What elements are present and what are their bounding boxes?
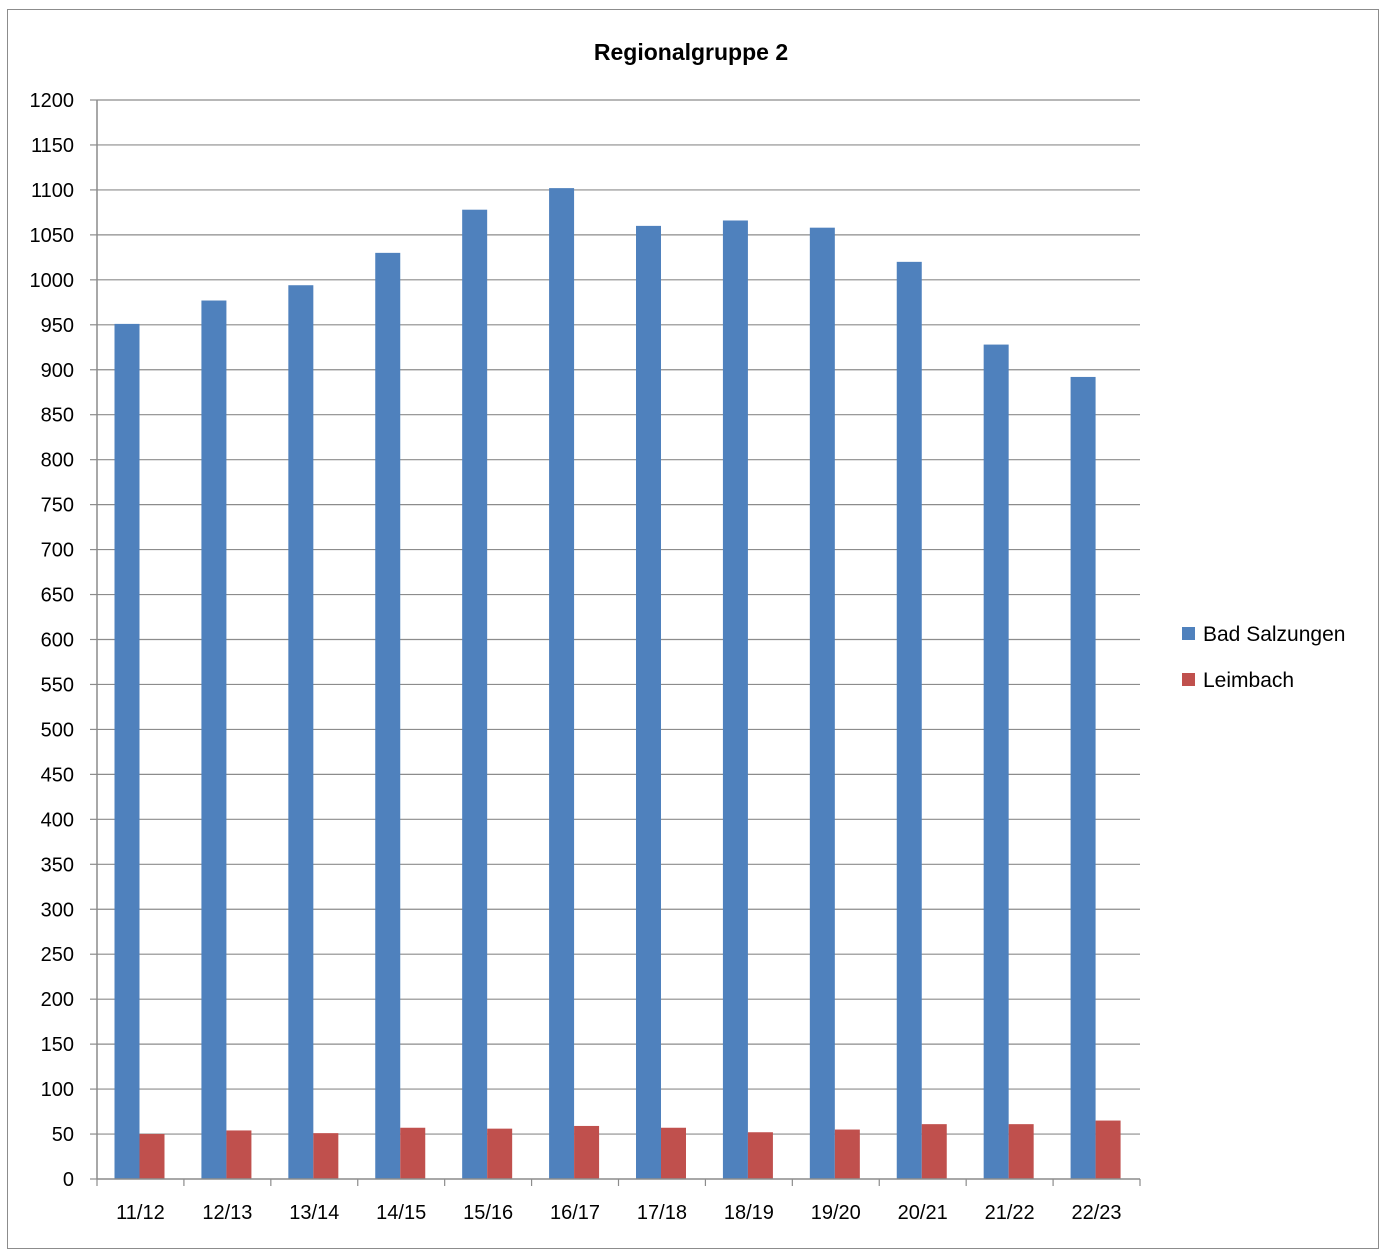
- y-tick-label: 750: [41, 495, 74, 517]
- chart-title: Regionalgruppe 2: [594, 39, 788, 65]
- bar-leimbach: [1008, 1124, 1034, 1179]
- y-tick-label: 1100: [31, 180, 74, 202]
- bar-leimbach: [1095, 1120, 1121, 1179]
- bar-leimbach: [139, 1134, 165, 1179]
- y-tick-label: 650: [41, 585, 74, 607]
- bar-bad-salzungen: [896, 261, 922, 1180]
- x-tick-label: 22/23: [1072, 1202, 1122, 1224]
- bar-bad-salzungen: [809, 227, 835, 1180]
- x-axis-tick-labels: 11/12 12/13 13/14 14/15 15/16 16/17 17/18 18/19…: [116, 1202, 1121, 1224]
- x-tick-label: 11/12: [116, 1202, 165, 1224]
- bar-bad-salzungen: [983, 344, 1009, 1179]
- bar-leimbach: [313, 1133, 339, 1179]
- y-tick-label: 900: [41, 360, 74, 382]
- y-tick-label: 850: [41, 405, 74, 427]
- x-tick-label: 13/14: [289, 1202, 339, 1224]
- y-tick-label: 1200: [30, 90, 75, 112]
- legend: Bad Salzungen Leimbach: [1182, 623, 1345, 692]
- y-tick-label: 200: [41, 989, 74, 1011]
- bar-bad-salzungen: [636, 225, 661, 1180]
- bar-leimbach: [921, 1124, 947, 1179]
- chart-frame: [7, 9, 1379, 1249]
- x-tick-label: 14/15: [376, 1202, 426, 1224]
- x-tick-label: 21/22: [985, 1202, 1035, 1224]
- y-tick-label: 300: [41, 899, 74, 921]
- x-tick-label: 12/13: [202, 1202, 252, 1224]
- y-tick-label: 550: [41, 674, 74, 696]
- y-tick-label: 450: [41, 764, 74, 786]
- bar-bad-salzungen: [288, 285, 314, 1179]
- y-tick-label: 250: [41, 944, 74, 966]
- bar-leimbach: [747, 1132, 773, 1179]
- y-tick-label: 350: [41, 854, 74, 876]
- x-tick-label: 18/19: [724, 1202, 774, 1224]
- bar-bad-salzungen: [375, 252, 401, 1179]
- y-tick-label: 100: [41, 1079, 74, 1101]
- y-tick-label: 600: [41, 630, 74, 652]
- x-tick-label: 15/16: [463, 1202, 513, 1224]
- y-tick-label: 150: [41, 1034, 74, 1056]
- bars: [114, 188, 1121, 1180]
- legend-swatch: [1182, 627, 1195, 640]
- bar-leimbach: [574, 1125, 600, 1179]
- bar-bad-salzungen: [201, 300, 227, 1179]
- legend-swatch: [1182, 673, 1195, 686]
- y-tick-label: 500: [41, 719, 74, 741]
- axes: [96, 100, 1141, 1186]
- x-tick-label: 16/17: [550, 1202, 600, 1224]
- bar-bad-salzungen: [1070, 376, 1096, 1179]
- y-tick-label: 700: [41, 540, 74, 562]
- y-tick-label: 50: [52, 1124, 74, 1146]
- y-tick-label: 400: [41, 809, 74, 831]
- x-tick-label: 19/20: [811, 1202, 861, 1224]
- bar-bad-salzungen: [722, 220, 748, 1179]
- y-tick-label: 0: [63, 1169, 74, 1191]
- bar-leimbach: [487, 1128, 513, 1179]
- x-tick-label: 20/21: [898, 1202, 948, 1224]
- bar-bad-salzungen: [114, 323, 140, 1180]
- legend-label: Bad Salzungen: [1203, 623, 1345, 646]
- y-tick-label: 950: [41, 315, 74, 337]
- bar-leimbach: [226, 1130, 252, 1179]
- y-tick-label: 1150: [31, 135, 74, 157]
- gridlines: [90, 99, 1140, 1180]
- y-axis-tick-labels: 0 50 100 150 200 250 300 350 400 450 500 550 600 650 7…: [30, 90, 75, 1191]
- x-tick-label: 17/18: [637, 1202, 687, 1224]
- bar-leimbach: [400, 1127, 426, 1179]
- bar-bad-salzungen: [549, 188, 575, 1179]
- y-tick-label: 1050: [30, 225, 75, 247]
- bar-bad-salzungen: [462, 209, 488, 1179]
- y-tick-label: 800: [41, 450, 74, 472]
- bar-leimbach: [834, 1129, 860, 1179]
- bar-leimbach: [661, 1127, 686, 1179]
- legend-label: Leimbach: [1203, 669, 1294, 692]
- y-tick-label: 1000: [30, 270, 75, 292]
